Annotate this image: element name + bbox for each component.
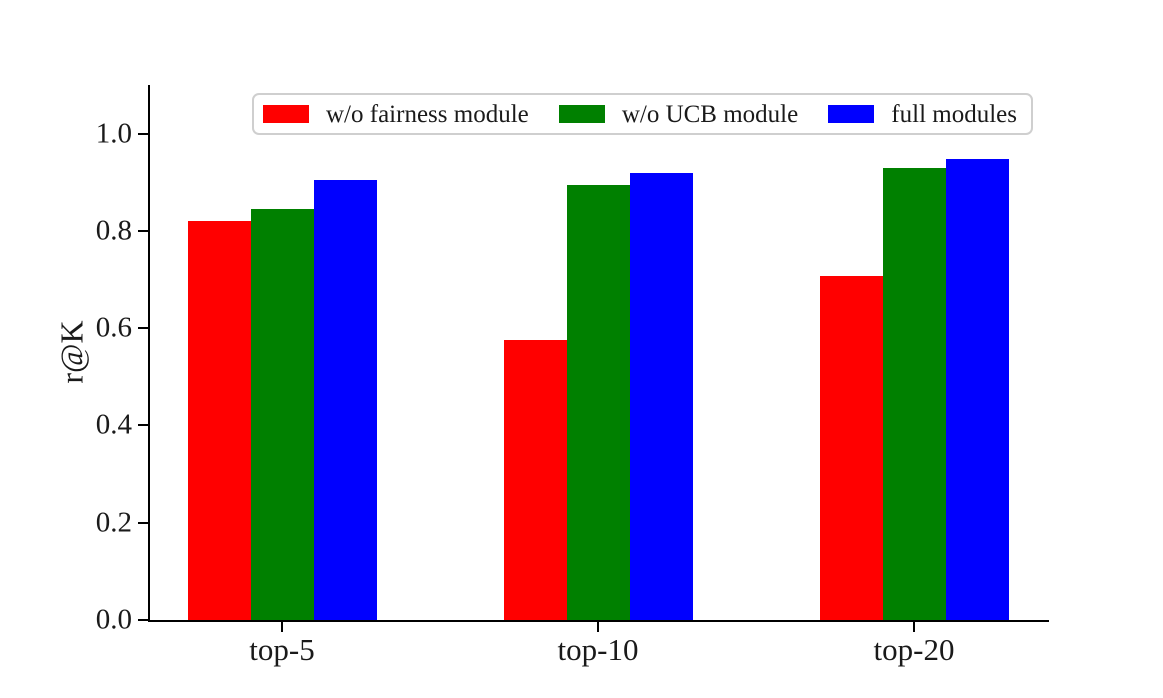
x-tick-label-top-20: top-20 bbox=[873, 632, 955, 667]
y-tick-label: 1.0 bbox=[95, 117, 132, 150]
bar-top-5-series-2 bbox=[313, 180, 377, 620]
legend-entry-0: w/o fairness module bbox=[263, 102, 529, 127]
legend-swatch-icon bbox=[828, 105, 875, 123]
y-axis-label: r@K bbox=[53, 320, 90, 384]
y-tick-label: 0.2 bbox=[95, 506, 132, 539]
bar-top-20-series-2 bbox=[945, 159, 1009, 620]
bar-top-5-series-0 bbox=[187, 221, 251, 620]
y-tick-mark bbox=[138, 327, 148, 330]
x-tick-mark bbox=[597, 622, 599, 632]
legend-entry-2: full modules bbox=[828, 102, 1017, 127]
bar-top-5-series-1 bbox=[250, 208, 314, 620]
x-tick-mark bbox=[913, 622, 915, 632]
y-tick-mark bbox=[138, 424, 148, 427]
x-tick-label-top-5: top-5 bbox=[249, 632, 315, 667]
y-tick-label: 0.4 bbox=[95, 408, 132, 441]
y-tick-mark bbox=[138, 132, 148, 135]
y-tick-label: 0.8 bbox=[95, 214, 132, 247]
y-tick-label: 0.6 bbox=[95, 311, 132, 344]
legend-swatch-icon bbox=[558, 105, 605, 123]
legend-label: w/o UCB module bbox=[621, 100, 799, 128]
y-tick-label: 0.0 bbox=[95, 603, 132, 636]
bar-top-10-series-2 bbox=[629, 172, 693, 620]
legend-entry-1: w/o UCB module bbox=[558, 100, 799, 128]
bar-top-10-series-1 bbox=[566, 184, 630, 620]
bar-top-10-series-0 bbox=[503, 340, 567, 620]
legend-label: w/o fairness module bbox=[326, 100, 529, 128]
y-tick-mark bbox=[138, 521, 148, 524]
bar-top-20-series-0 bbox=[819, 276, 883, 620]
legend-swatch-icon bbox=[263, 105, 309, 123]
legend: w/o fairness module w/o UCB module full mo… bbox=[252, 93, 1033, 135]
plot-area: 0.0 0.2 0.4 0.6 0.8 1.0 top-5 top-10 top-20 bbox=[96, 85, 1049, 665]
y-tick-mark bbox=[138, 619, 148, 621]
x-tick-mark bbox=[281, 622, 283, 632]
legend-label: full modules bbox=[891, 100, 1017, 128]
y-tick-mark bbox=[138, 229, 148, 232]
x-tick-label-top-10: top-10 bbox=[557, 632, 639, 667]
bar-top-20-series-1 bbox=[882, 168, 946, 620]
